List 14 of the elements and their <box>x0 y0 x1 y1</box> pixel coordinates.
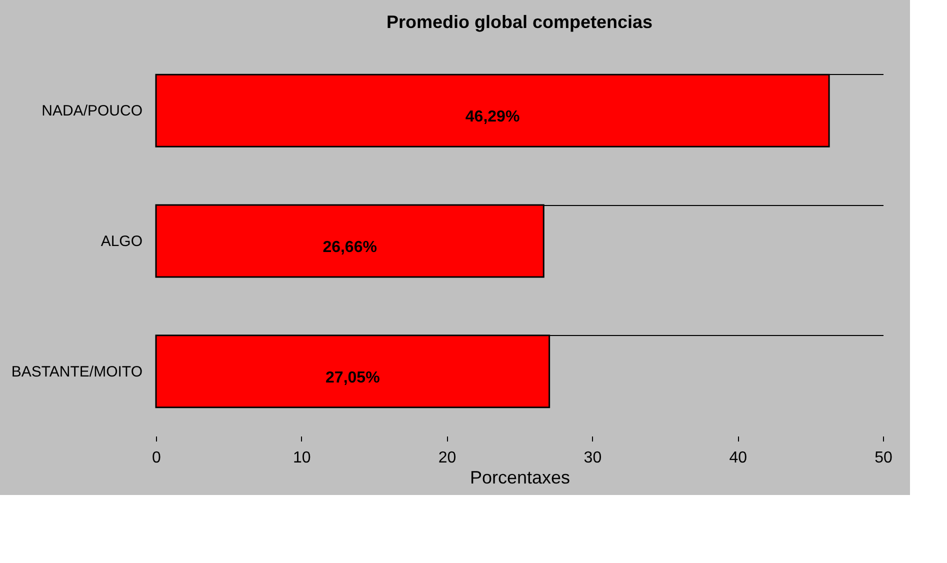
y-tick-label: NADA/POUCO <box>42 102 142 120</box>
x-tick-label: 30 <box>584 450 602 466</box>
data-label: 46,29% <box>465 108 520 126</box>
data-label: 26,66% <box>322 239 377 256</box>
y-tick-label: ALGO <box>100 233 142 250</box>
y-tick-label: BASTANTE/MOITO <box>11 363 142 380</box>
x-tick-label: 10 <box>293 450 311 466</box>
data-label: 27,05% <box>326 369 380 386</box>
chart-title: Promedio global competencias <box>386 12 653 32</box>
x-tick-label: 40 <box>729 450 748 466</box>
x-tick-label: 20 <box>438 450 456 466</box>
x-tick-label: 50 <box>874 450 892 466</box>
x-axis-title: Porcentaxes <box>470 468 570 488</box>
x-tick-label: 0 <box>152 450 162 466</box>
